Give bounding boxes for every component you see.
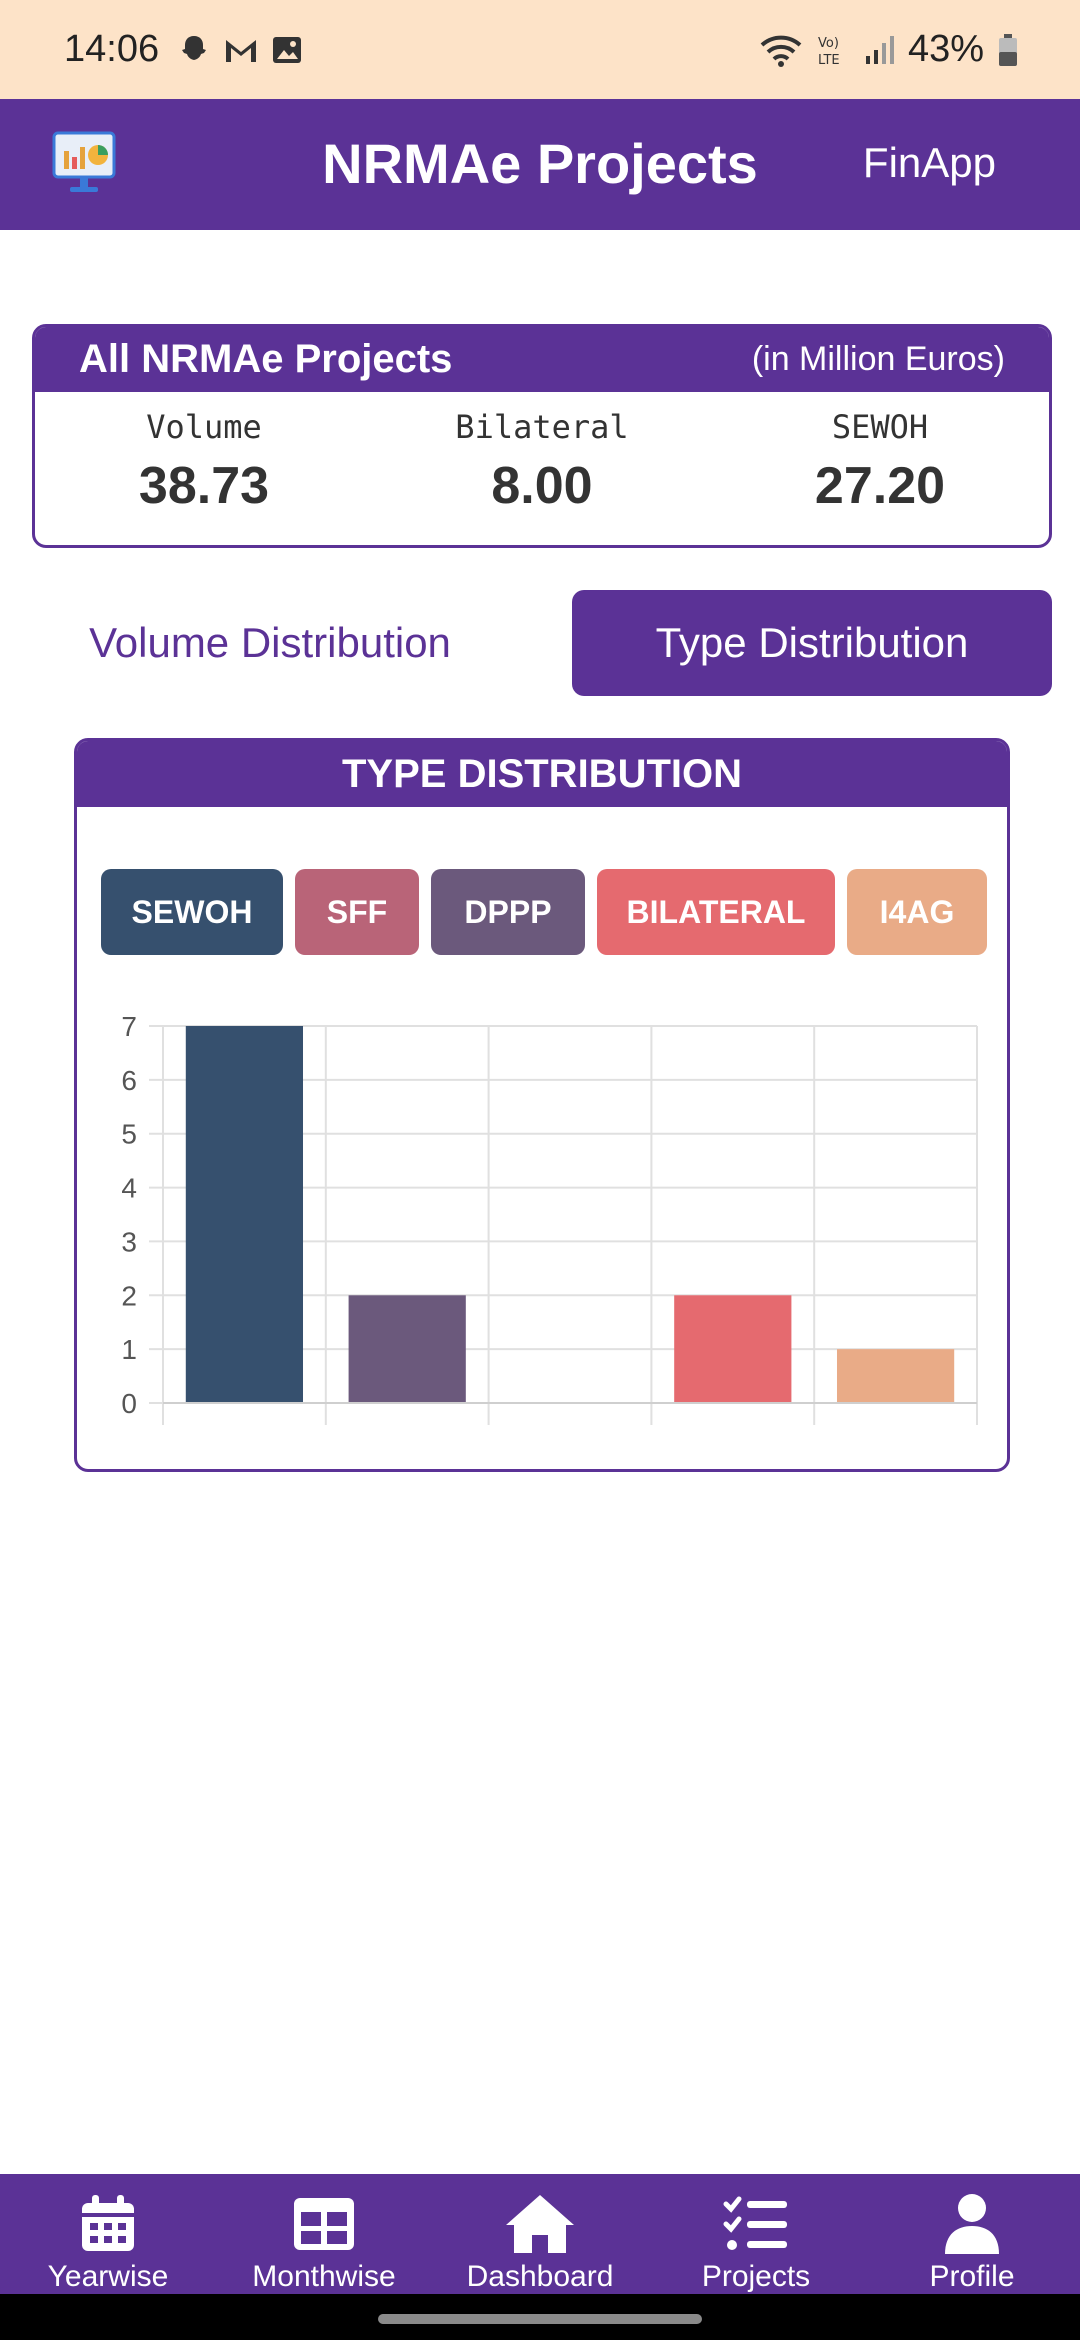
battery-icon bbox=[999, 33, 1017, 66]
table-grid-icon bbox=[292, 2192, 356, 2256]
y-tick-label: 4 bbox=[121, 1173, 137, 1204]
summary-title: All NRMAe Projects bbox=[79, 337, 453, 381]
nav-projects[interactable]: Projects bbox=[648, 2174, 864, 2294]
stat-sewoh: SEWOH 27.20 bbox=[711, 392, 1049, 545]
stat-label: SEWOH bbox=[831, 408, 929, 446]
stat-volume: Volume 38.73 bbox=[35, 392, 373, 545]
bar-sff bbox=[348, 1295, 466, 1403]
image-icon bbox=[273, 36, 302, 63]
tab-type-distribution[interactable]: Type Distribution bbox=[572, 590, 1052, 696]
stat-value: 27.20 bbox=[814, 457, 946, 515]
nav-dashboard[interactable]: Dashboard bbox=[432, 2174, 648, 2294]
nav-profile[interactable]: Profile bbox=[864, 2174, 1080, 2294]
stat-label: Volume bbox=[146, 408, 262, 446]
legend-item-dppp[interactable]: DPPP bbox=[431, 869, 585, 955]
summary-stats: Volume 38.73 Bilateral 8.00 SEWOH 27.20 bbox=[35, 392, 1049, 545]
y-tick-label: 1 bbox=[121, 1334, 137, 1365]
y-tick-label: 5 bbox=[121, 1119, 137, 1150]
bar-bilateral bbox=[674, 1295, 792, 1403]
bottom-nav: Yearwise Monthwise Dashboard Projects Pr… bbox=[0, 2174, 1080, 2294]
nav-label: Dashboard bbox=[466, 2260, 614, 2293]
stat-label: Bilateral bbox=[455, 408, 629, 446]
system-icons: Vo) LTE 43% bbox=[760, 28, 1018, 71]
bar-sewoh bbox=[185, 1026, 304, 1403]
status-time: 14:06 bbox=[64, 28, 160, 70]
gmail-icon bbox=[226, 39, 257, 62]
stat-value: 38.73 bbox=[138, 457, 270, 515]
y-tick-label: 6 bbox=[121, 1065, 137, 1096]
legend-item-sewoh[interactable]: SEWOH bbox=[101, 869, 283, 955]
bar-i4ag bbox=[836, 1349, 955, 1403]
summary-header: All NRMAe Projects (in Million Euros) bbox=[35, 327, 1049, 392]
svg-text:LTE: LTE bbox=[818, 53, 840, 68]
battery-percent: 43% bbox=[907, 28, 984, 70]
nav-label: Monthwise bbox=[252, 2260, 396, 2293]
nav-label: Projects bbox=[701, 2260, 811, 2293]
y-tick-label: 0 bbox=[121, 1388, 137, 1419]
wifi-icon bbox=[760, 35, 802, 67]
home-icon bbox=[504, 2192, 576, 2256]
checklist-icon bbox=[723, 2192, 789, 2256]
gesture-handle[interactable] bbox=[378, 2314, 702, 2324]
distribution-tabs: Volume Distribution Type Distribution bbox=[32, 590, 1052, 696]
snapchat-icon bbox=[182, 35, 207, 60]
calendar-icon bbox=[79, 2192, 137, 2256]
person-icon bbox=[943, 2192, 1001, 2256]
y-tick-label: 3 bbox=[121, 1226, 137, 1257]
svg-text:Vo): Vo) bbox=[818, 36, 839, 51]
nav-monthwise[interactable]: Monthwise bbox=[216, 2174, 432, 2294]
finapp-link[interactable]: FinApp bbox=[862, 139, 996, 186]
y-tick-label: 7 bbox=[121, 1011, 137, 1042]
volte-icon: Vo) LTE bbox=[818, 36, 840, 68]
legend-item-bilateral[interactable]: BILATERAL bbox=[597, 869, 835, 955]
app-logo-icon[interactable] bbox=[50, 129, 118, 195]
tab-volume-distribution[interactable]: Volume Distribution bbox=[89, 619, 451, 666]
stat-bilateral: Bilateral 8.00 bbox=[373, 392, 711, 545]
signal-icon bbox=[865, 35, 894, 64]
app-bar: NRMAe Projects FinApp bbox=[0, 99, 1080, 230]
y-tick-label: 2 bbox=[121, 1280, 137, 1311]
legend-item-sff[interactable]: SFF bbox=[295, 869, 419, 955]
nav-yearwise[interactable]: Yearwise bbox=[0, 2174, 216, 2294]
system-gesture-bar bbox=[0, 2294, 1080, 2340]
status-bar: 14:06 Vo) LTE 43% bbox=[0, 0, 1080, 99]
nav-label: Yearwise bbox=[47, 2260, 169, 2293]
chart-card: 0 1 2 3 4 5 6 7 TYPE DISTRIBUTION SEWOH SFF DPP… bbox=[74, 738, 1010, 1472]
nav-label: Profile bbox=[929, 2260, 1015, 2293]
chart-title: TYPE DISTRIBUTION bbox=[77, 741, 1007, 807]
stat-value: 8.00 bbox=[491, 457, 593, 515]
legend-item-i4ag[interactable]: I4AG bbox=[847, 869, 987, 955]
app-title: NRMAe Projects bbox=[322, 132, 758, 195]
summary-card: All NRMAe Projects (in Million Euros) Vo… bbox=[32, 324, 1052, 548]
summary-unit: (in Million Euros) bbox=[751, 340, 1005, 378]
bar-chart: 0 1 2 3 4 5 6 7 bbox=[121, 1011, 978, 1425]
notification-icons bbox=[177, 33, 303, 67]
